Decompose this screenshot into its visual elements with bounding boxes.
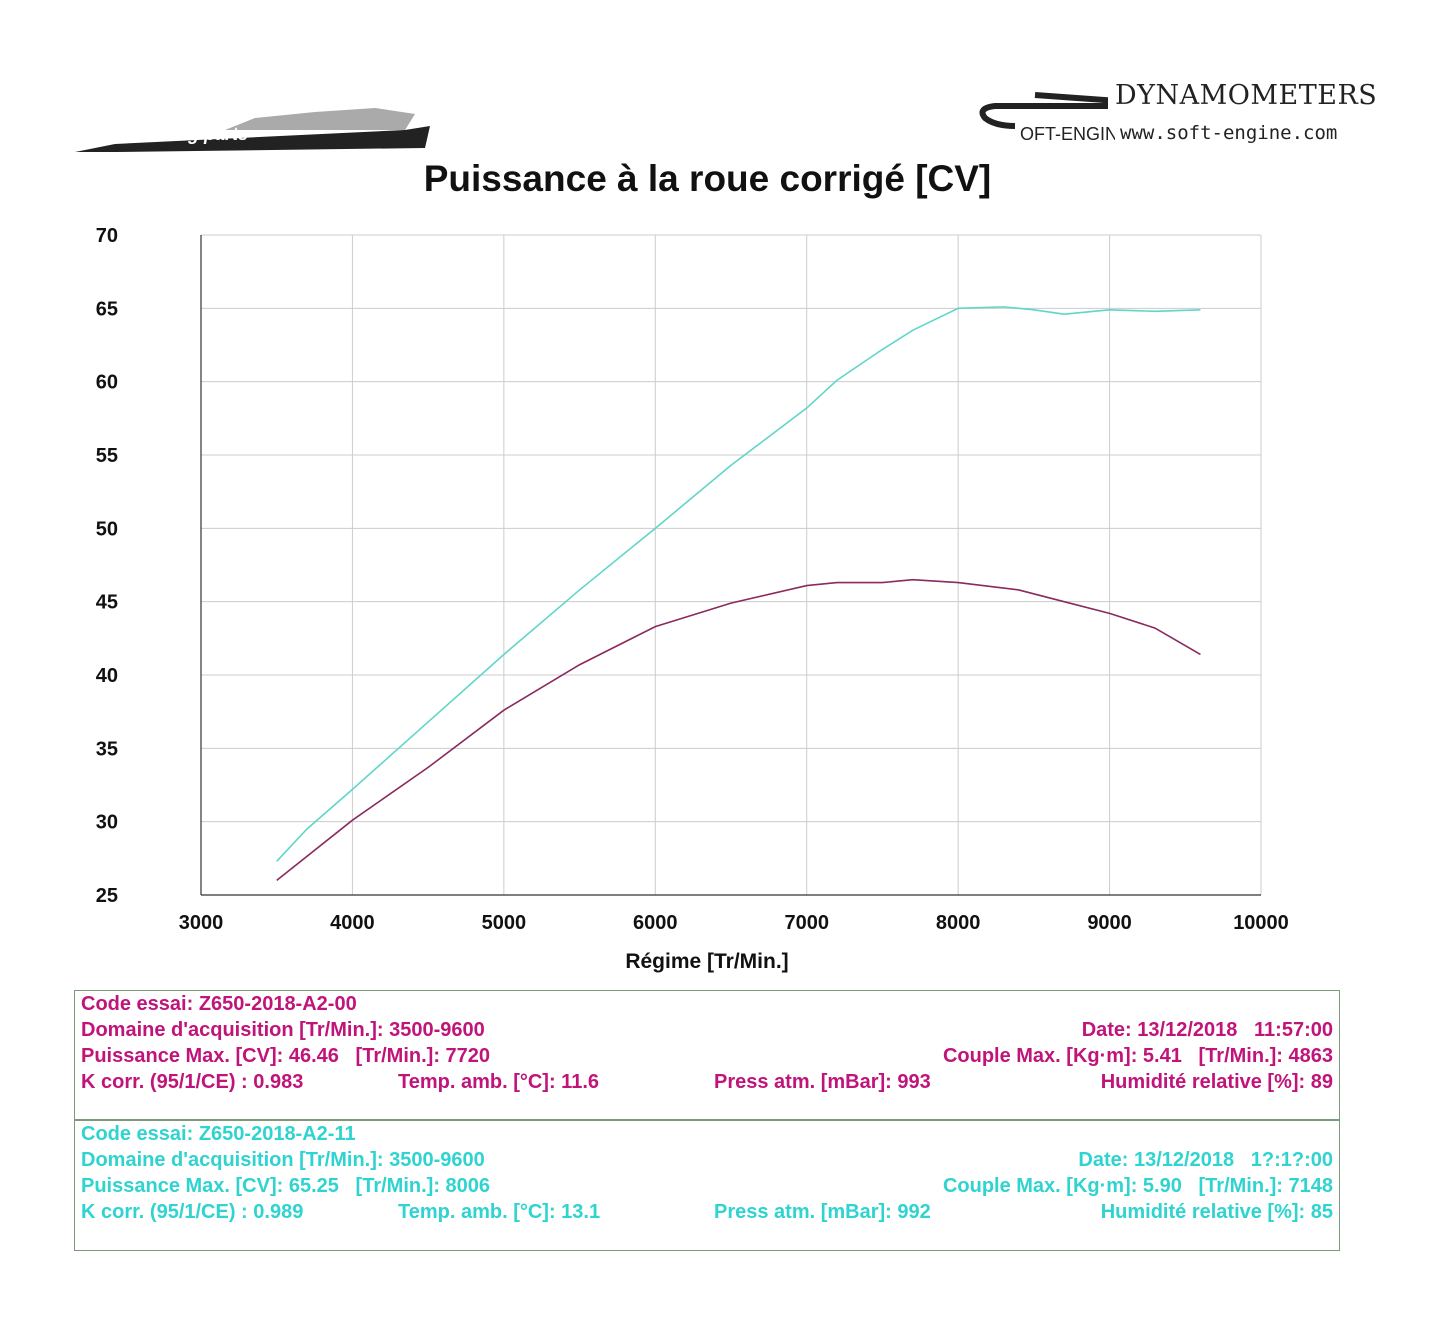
y-tick-label: 25: [96, 885, 118, 907]
y-tick-label: 45: [96, 592, 118, 614]
run-temp: Temp. amb. [°C]: 11.6: [398, 1071, 600, 1093]
series-line-2: [276, 578, 1201, 881]
x-axis-label: Régime [Tr/Min.]: [625, 950, 788, 973]
x-tick-label: 3000: [179, 912, 224, 934]
y-tick-label: 55: [96, 445, 118, 467]
power-chart: 3000 4000 5000 6000 7000 8000 9000 10000 70 65 60 5…: [96, 225, 1289, 973]
x-tick-label: 9000: [1087, 912, 1132, 934]
run-temp: Temp. amb. [°C]: 13.1: [398, 1201, 601, 1223]
run-pressure: Press atm. [mBar]: 992: [714, 1201, 931, 1223]
x-tick-label: 6000: [633, 912, 678, 934]
series-line-1: [276, 306, 1201, 862]
run-kcorr: K corr. (95/1/CE) : 0.983: [81, 1071, 304, 1093]
dynamometers-brand: DYNAMOMETERS: [1115, 80, 1378, 111]
y-tick-label: 40: [96, 665, 118, 687]
run-torque-max: Couple Max. [Kg·m]: 5.41 [Tr/Min.]: 4863: [942, 1045, 1333, 1067]
y-tick-label: 35: [96, 738, 118, 760]
run-code: Code essai: Z650-2018-A2-11: [81, 1123, 356, 1145]
run-code: Code essai: Z650-2018-A2-00: [81, 993, 357, 1015]
y-tick-label: 65: [96, 298, 118, 320]
svg-text:racing parts: racing parts: [145, 124, 248, 144]
x-tick-label: 5000: [482, 912, 527, 934]
y-tick-label: 50: [96, 518, 118, 540]
chart-title: Puissance à la roue corrigé [CV]: [423, 158, 992, 199]
run-info-box-1: Code essai: Z650-2018-A2-00 Domaine d'ac…: [74, 990, 1340, 1120]
racing-parts-logo: racing parts: [75, 108, 430, 152]
x-tick-label: 10000: [1233, 912, 1289, 934]
y-tick-label: 30: [96, 812, 118, 834]
run-humidity: Humidité relative [%]: 89: [1100, 1071, 1333, 1093]
run-power-max: Puissance Max. [CV]: 46.46 [Tr/Min.]: 77…: [81, 1045, 491, 1067]
run-domain: Domaine d'acquisition [Tr/Min.]: 3500-96…: [81, 1019, 485, 1041]
svg-text:OFT-ENGINE: OFT-ENGINE: [1020, 124, 1115, 144]
run-pressure: Press atm. [mBar]: 993: [714, 1071, 931, 1093]
x-tick-label: 4000: [330, 912, 375, 934]
y-tick-label: 70: [96, 225, 118, 247]
y-tick-label: 60: [96, 372, 118, 394]
run-kcorr: K corr. (95/1/CE) : 0.989: [81, 1201, 304, 1223]
run-humidity: Humidité relative [%]: 85: [1100, 1201, 1333, 1223]
brand-url: www.soft-engine.com: [1120, 122, 1338, 144]
soft-engine-logo-mark: OFT-ENGINE: [979, 92, 1115, 144]
run-info-box-2: Code essai: Z650-2018-A2-11 Domaine d'ac…: [74, 1120, 1340, 1251]
run-torque-max: Couple Max. [Kg·m]: 5.90 [Tr/Min.]: 7148: [942, 1175, 1333, 1197]
run-power-max: Puissance Max. [CV]: 65.25 [Tr/Min.]: 80…: [81, 1175, 491, 1197]
run-date: Date: 13/12/2018 11:57:00: [1081, 1019, 1333, 1041]
run-domain: Domaine d'acquisition [Tr/Min.]: 3500-96…: [81, 1149, 485, 1171]
run-date: Date: 13/12/2018 1?:1?:00: [1078, 1149, 1333, 1171]
x-tick-label: 7000: [784, 912, 829, 934]
x-tick-label: 8000: [936, 912, 981, 934]
